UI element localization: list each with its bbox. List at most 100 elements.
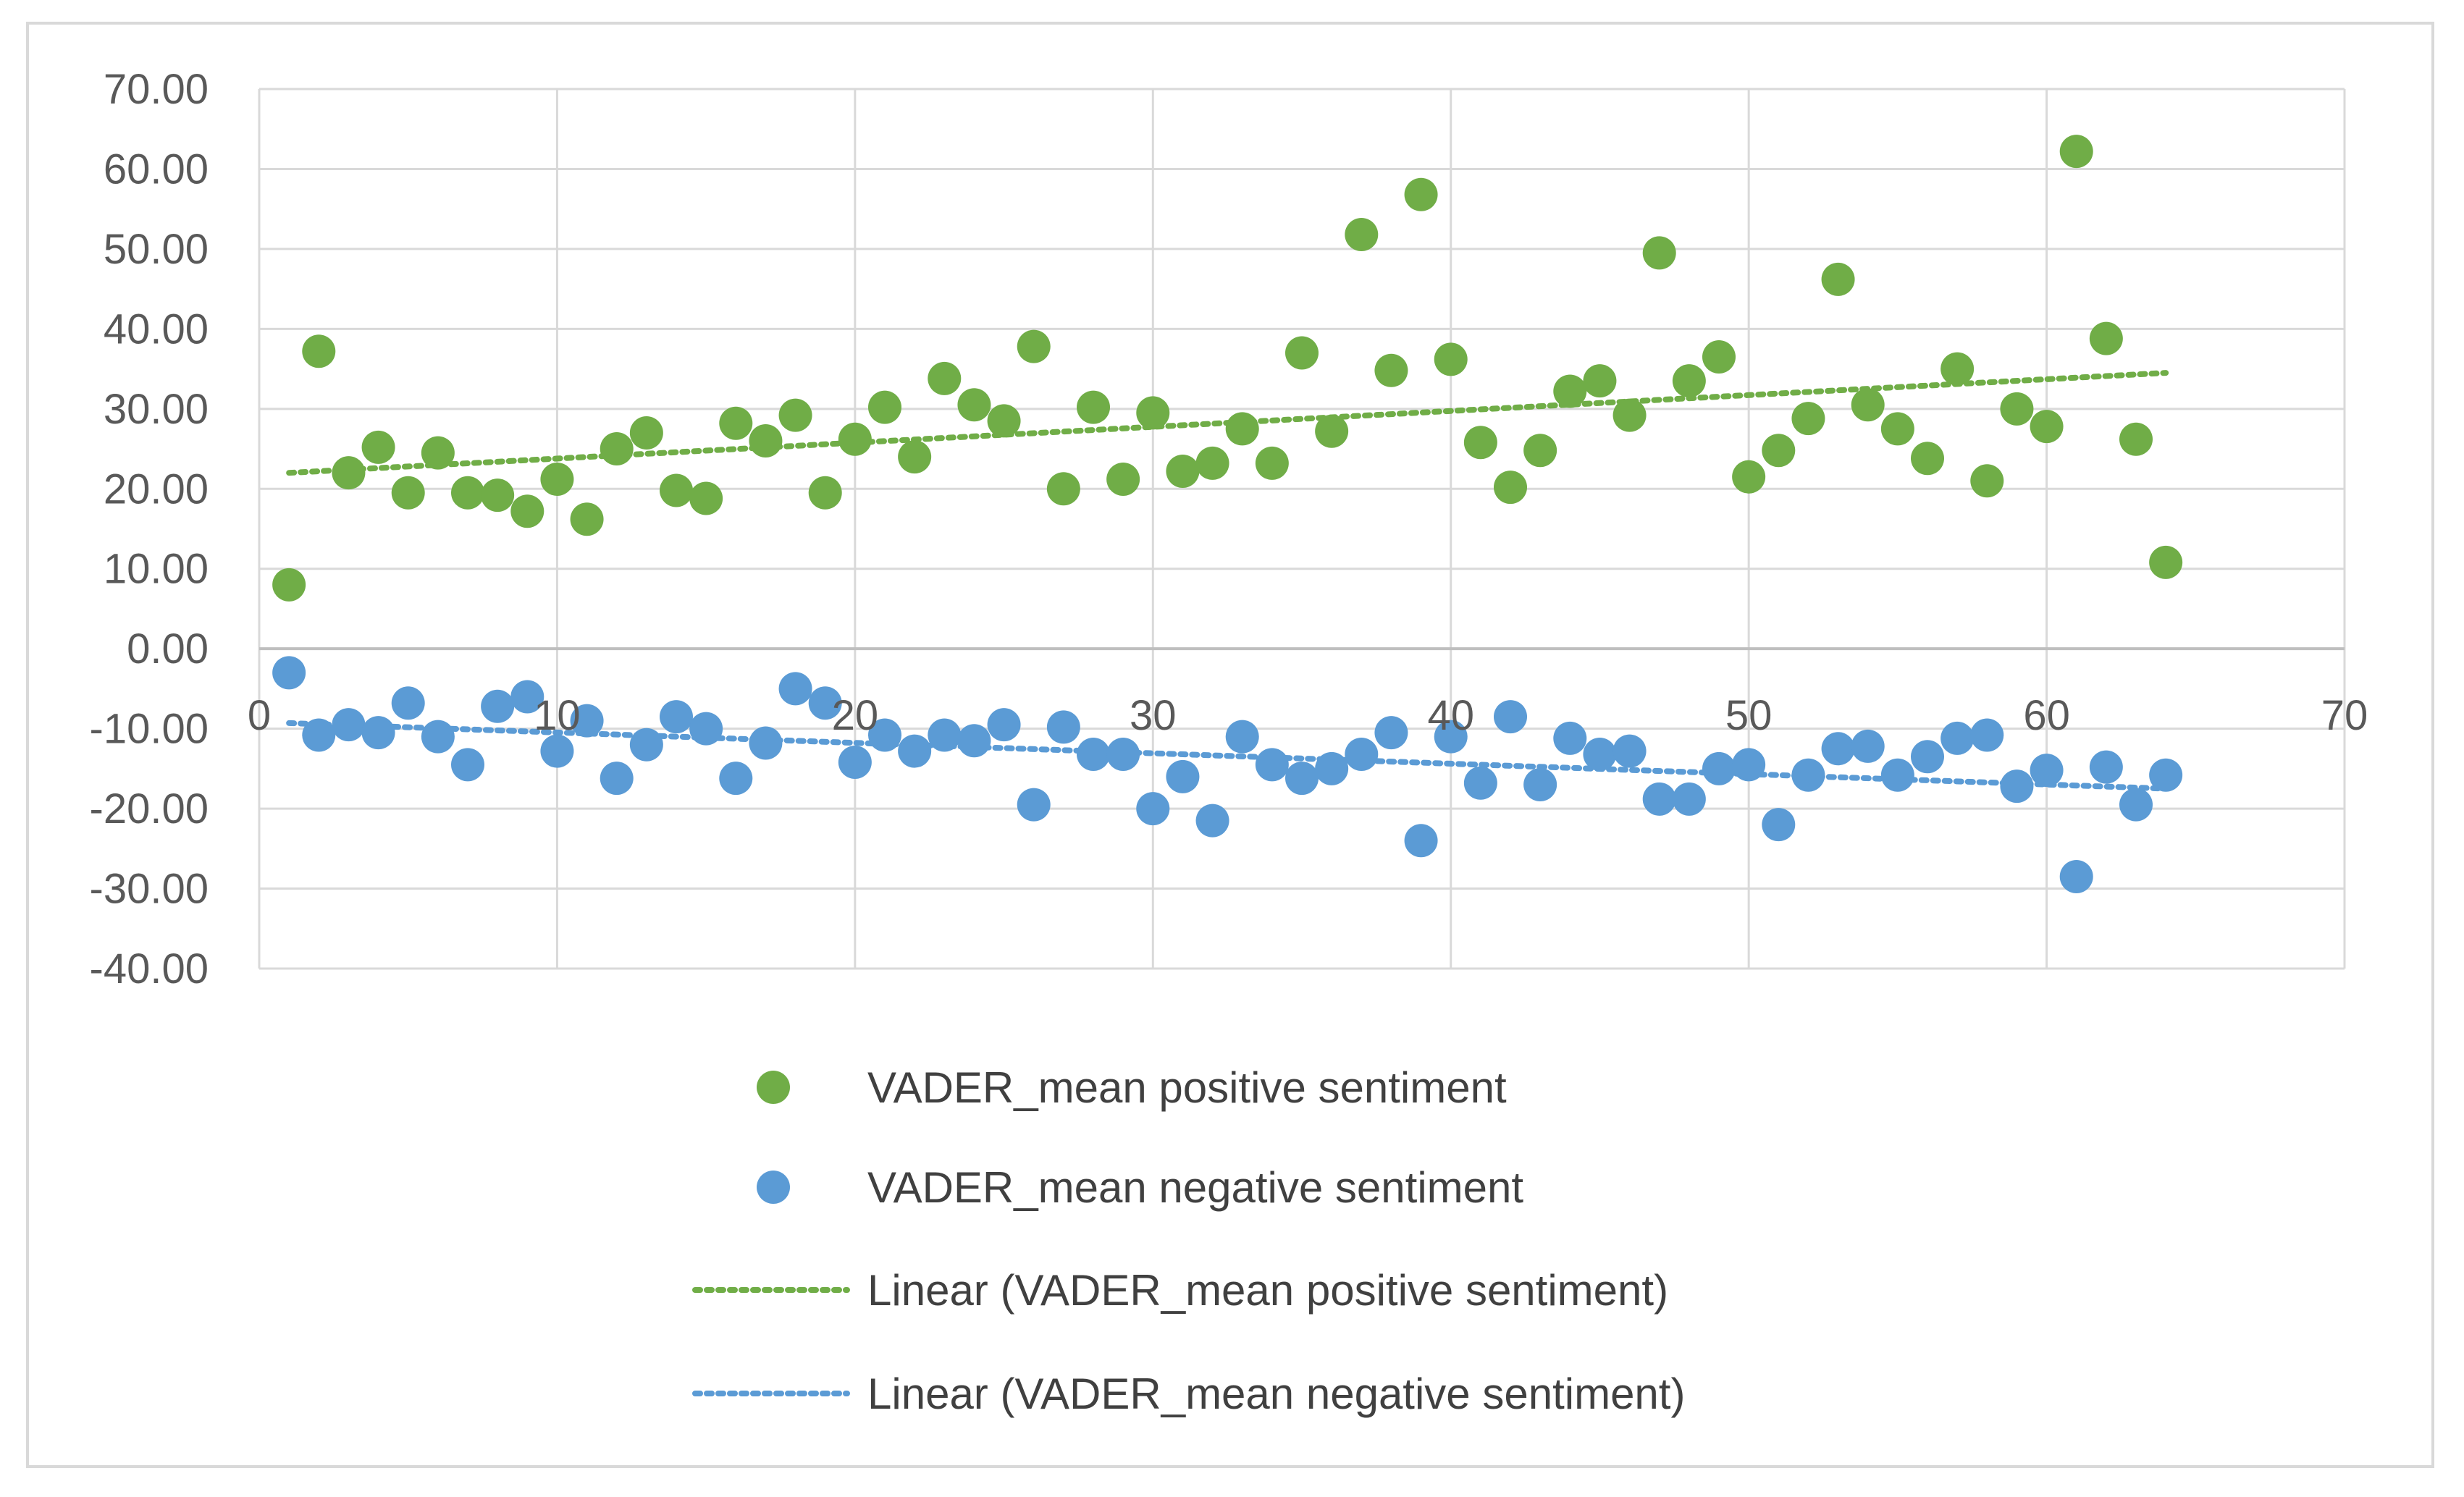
y-tick-label: 30.00 (104, 386, 209, 433)
point-positive (898, 440, 932, 474)
point-positive (510, 494, 544, 528)
point-negative (540, 734, 574, 768)
y-tick-label: 0.00 (127, 625, 209, 672)
point-negative (689, 712, 723, 746)
point-negative (1434, 720, 1468, 754)
point-positive (1791, 402, 1825, 436)
point-negative (1166, 759, 1200, 793)
point-negative (1523, 767, 1557, 801)
point-negative (719, 762, 753, 796)
point-positive (1195, 446, 1229, 480)
point-negative (1940, 721, 1975, 755)
point-negative (808, 686, 842, 720)
point-positive (1225, 412, 1259, 446)
point-negative (391, 686, 425, 720)
point-positive (1077, 390, 1110, 424)
point-positive (1672, 364, 1706, 398)
point-positive (1911, 442, 1944, 476)
point-positive (778, 398, 812, 432)
x-tick-label: 10 (534, 692, 581, 739)
point-positive (2119, 422, 2153, 456)
point-negative (421, 720, 455, 754)
point-negative (1762, 808, 1796, 842)
x-tick-label: 30 (1130, 692, 1177, 739)
legend: VADER_mean positive sentiment VADER_mean … (692, 1063, 1685, 1418)
point-positive (1702, 340, 1736, 374)
point-negative (987, 708, 1021, 742)
point-negative (1702, 751, 1736, 785)
point-positive (332, 456, 366, 490)
point-negative (1195, 804, 1229, 838)
gridlines (258, 88, 2346, 970)
point-negative (1225, 720, 1259, 754)
point-negative (1791, 758, 1825, 792)
point-positive (1315, 414, 1349, 448)
y-tick-label: 50.00 (104, 226, 209, 273)
point-positive (2149, 545, 2183, 579)
point-negative (1285, 762, 1319, 796)
y-tick-label: -30.00 (90, 866, 209, 913)
point-negative (510, 680, 544, 714)
point-negative (1106, 737, 1140, 771)
point-positive (660, 473, 693, 507)
trendline-negative (286, 720, 2169, 792)
point-negative (2000, 769, 2034, 804)
y-tick-label: -40.00 (90, 945, 209, 992)
point-negative (1017, 788, 1051, 822)
point-negative (332, 708, 366, 742)
point-positive (2030, 410, 2064, 444)
point-negative (1255, 748, 1289, 782)
point-negative (1404, 824, 1438, 858)
point-negative (629, 728, 663, 762)
point-positive (272, 568, 306, 602)
legend-item-trend-negative-label: Linear (VADER_mean negative sentiment) (867, 1370, 1685, 1418)
data-points (272, 135, 2183, 893)
x-tick-label: 70 (2321, 692, 2368, 739)
point-negative (1970, 718, 2004, 752)
point-positive (2059, 135, 2093, 169)
point-positive (2089, 321, 2123, 355)
tick-labels: 70.00 60.00 50.00 40.00 30.00 20.00 10.00 0.00 -… (90, 66, 2368, 992)
point-positive (451, 476, 484, 510)
point-positive (600, 432, 634, 466)
point-positive (1285, 336, 1319, 370)
point-positive (1821, 262, 1855, 296)
x-tick-label: 50 (1725, 692, 1773, 739)
point-negative (898, 734, 932, 768)
point-positive (421, 436, 455, 470)
point-positive (749, 424, 783, 457)
y-tick-label: -20.00 (90, 785, 209, 832)
point-negative (2149, 758, 2183, 792)
y-tick-label: 20.00 (104, 465, 209, 513)
point-positive (868, 390, 901, 424)
legend-item-positive-label: VADER_mean positive sentiment (867, 1063, 1507, 1112)
point-positive (1463, 426, 1497, 460)
point-positive (1434, 342, 1468, 376)
point-negative (2030, 754, 2064, 788)
point-negative (481, 689, 515, 723)
point-negative (749, 726, 783, 760)
point-positive (1642, 236, 1676, 270)
point-negative (272, 656, 306, 690)
point-positive (540, 463, 574, 497)
point-positive (391, 476, 425, 510)
y-tick-label: 40.00 (104, 305, 209, 353)
point-positive (481, 478, 515, 513)
point-negative (1612, 734, 1647, 768)
point-negative (957, 724, 991, 758)
legend-item-negative-marker (757, 1171, 790, 1204)
point-negative (1374, 716, 1408, 750)
point-negative (660, 700, 693, 734)
point-negative (1880, 758, 1914, 792)
point-negative (600, 762, 634, 796)
point-negative (1315, 751, 1349, 785)
x-tick-label: 40 (1427, 692, 1474, 739)
point-negative (1136, 792, 1170, 826)
point-positive (1046, 472, 1080, 506)
y-tick-label: 10.00 (104, 546, 209, 593)
point-negative (1672, 782, 1706, 816)
x-tick-label: 0 (248, 692, 271, 739)
point-negative (838, 746, 872, 780)
point-positive (1583, 364, 1617, 398)
point-negative (1077, 737, 1110, 771)
